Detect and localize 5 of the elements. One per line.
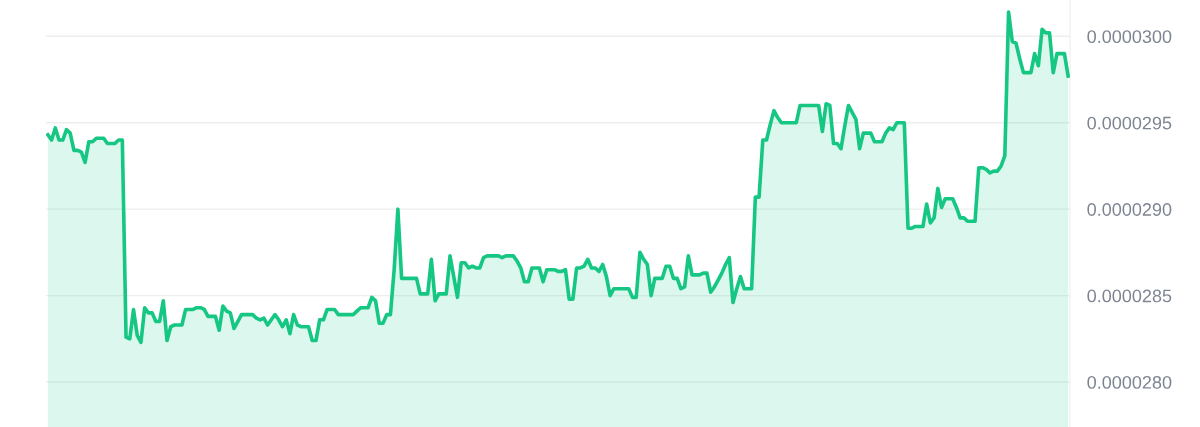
y-tick-label: 0.0000300 <box>1087 30 1172 44</box>
y-tick-label: 0.0000285 <box>1087 289 1172 303</box>
y-tick-label: 0.0000280 <box>1087 375 1172 389</box>
y-tick-label: 0.0000290 <box>1087 203 1172 216</box>
y-tick-label: 0.0000295 <box>1087 116 1172 130</box>
